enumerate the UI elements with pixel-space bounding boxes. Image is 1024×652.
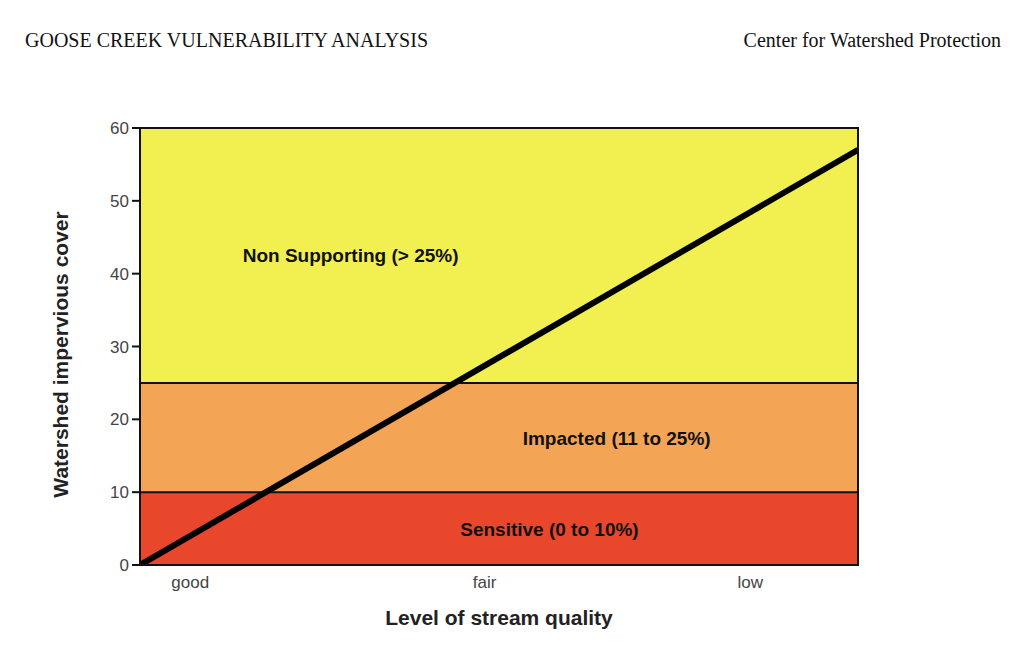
y-tick bbox=[132, 273, 140, 275]
y-tick-label: 10 bbox=[110, 483, 129, 502]
x-tick-label: low bbox=[738, 573, 764, 592]
chart-root: GOOSE CREEK VULNERABILITY ANALYSIS Center… bbox=[0, 0, 1024, 652]
band-label: Non Supporting (> 25%) bbox=[243, 245, 459, 266]
x-axis-label: Level of stream quality bbox=[385, 606, 613, 629]
y-tick bbox=[132, 418, 140, 420]
y-tick bbox=[132, 127, 140, 129]
y-tick-label: 50 bbox=[110, 192, 129, 211]
y-tick-label: 30 bbox=[110, 338, 129, 357]
band bbox=[140, 383, 858, 492]
plot-area bbox=[140, 128, 858, 565]
y-tick bbox=[132, 346, 140, 348]
band-border bbox=[140, 382, 858, 384]
y-tick-label: 20 bbox=[110, 410, 129, 429]
band-border bbox=[140, 491, 858, 493]
band bbox=[140, 128, 858, 383]
x-tick-label: fair bbox=[473, 573, 497, 592]
x-tick-label: good bbox=[171, 573, 209, 592]
header-title: GOOSE CREEK VULNERABILITY ANALYSIS bbox=[25, 29, 428, 51]
y-tick bbox=[132, 200, 140, 202]
band-label: Impacted (11 to 25%) bbox=[523, 428, 711, 449]
header-organization: Center for Watershed Protection bbox=[744, 29, 1001, 51]
plot-frame bbox=[140, 128, 858, 565]
y-tick bbox=[132, 564, 140, 566]
data-line bbox=[140, 150, 858, 565]
y-tick-label: 0 bbox=[120, 556, 129, 575]
y-axis-label: Watershed impervious cover bbox=[49, 211, 72, 497]
y-tick-label: 40 bbox=[110, 265, 129, 284]
y-tick bbox=[132, 491, 140, 493]
y-tick-label: 60 bbox=[110, 119, 129, 138]
band-label: Sensitive (0 to 10%) bbox=[460, 519, 638, 540]
